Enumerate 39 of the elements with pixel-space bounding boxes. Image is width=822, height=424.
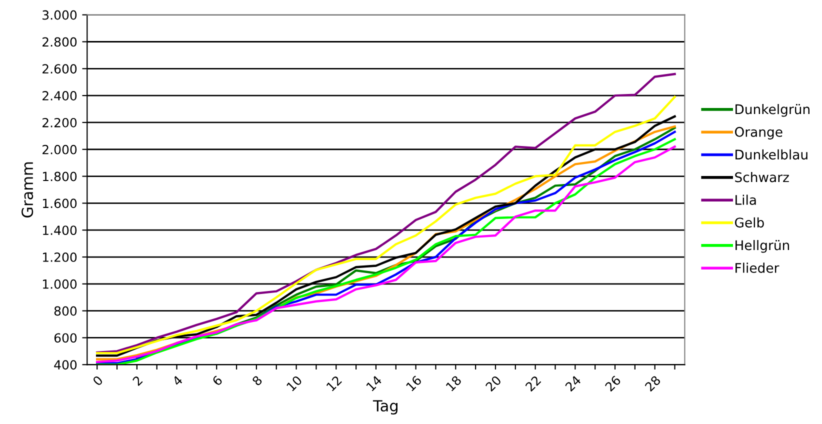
- x-tick-label: 24: [564, 375, 582, 392]
- y-tick-label: 3.000: [42, 10, 77, 20]
- y-tick-label: 1.200: [43, 252, 77, 262]
- y-tick-label: 1.000: [43, 279, 77, 289]
- y-tick-label: 2.000: [42, 144, 77, 154]
- x-tick-label: 14: [366, 375, 382, 392]
- y-tick-label: 2.200: [42, 118, 77, 128]
- legend-label: Gelb: [734, 217, 764, 228]
- y-tick-label: 2.800: [42, 37, 77, 47]
- x-tick-label: 22: [524, 375, 542, 392]
- legend-label: Dunkelgrün: [736, 104, 810, 117]
- y-tick-label: 2.400: [42, 91, 77, 100]
- x-tick-label: 20: [485, 375, 502, 392]
- legend-label: Dunkelblau: [736, 149, 808, 160]
- x-tick-label: 6: [212, 375, 223, 386]
- x-tick-label: 4: [172, 375, 183, 386]
- x-tick-label: 16: [406, 375, 422, 392]
- x-tick-label: 28: [644, 375, 662, 392]
- x-tick-label: 10: [286, 375, 303, 392]
- legend-label: Hellgrün: [736, 240, 790, 253]
- legend-label: Orange: [734, 126, 782, 140]
- legend-label: Schwarz: [735, 172, 789, 182]
- y-tick-label: 1.600: [43, 198, 77, 208]
- y-tick-label: 800: [54, 306, 77, 316]
- x-axis-title: Tag: [372, 400, 398, 415]
- x-tick-label: 2: [132, 375, 143, 386]
- y-axis-title: Gramm: [22, 162, 34, 218]
- y-tick-label: 600: [54, 333, 77, 343]
- y-tick-label: 2.600: [42, 64, 77, 74]
- x-tick-label: 0: [92, 375, 104, 386]
- x-tick-label: 12: [326, 375, 342, 392]
- legend-label: Lila: [736, 194, 756, 205]
- y-tick-label: 1.800: [43, 172, 77, 182]
- x-tick-label: 8: [252, 375, 263, 386]
- legend-label: Flieder: [736, 262, 780, 273]
- x-tick-label: 18: [446, 375, 462, 392]
- x-tick-label: 26: [604, 375, 622, 392]
- y-tick-label: 1.400: [43, 226, 77, 236]
- y-tick-label: 400: [54, 360, 77, 370]
